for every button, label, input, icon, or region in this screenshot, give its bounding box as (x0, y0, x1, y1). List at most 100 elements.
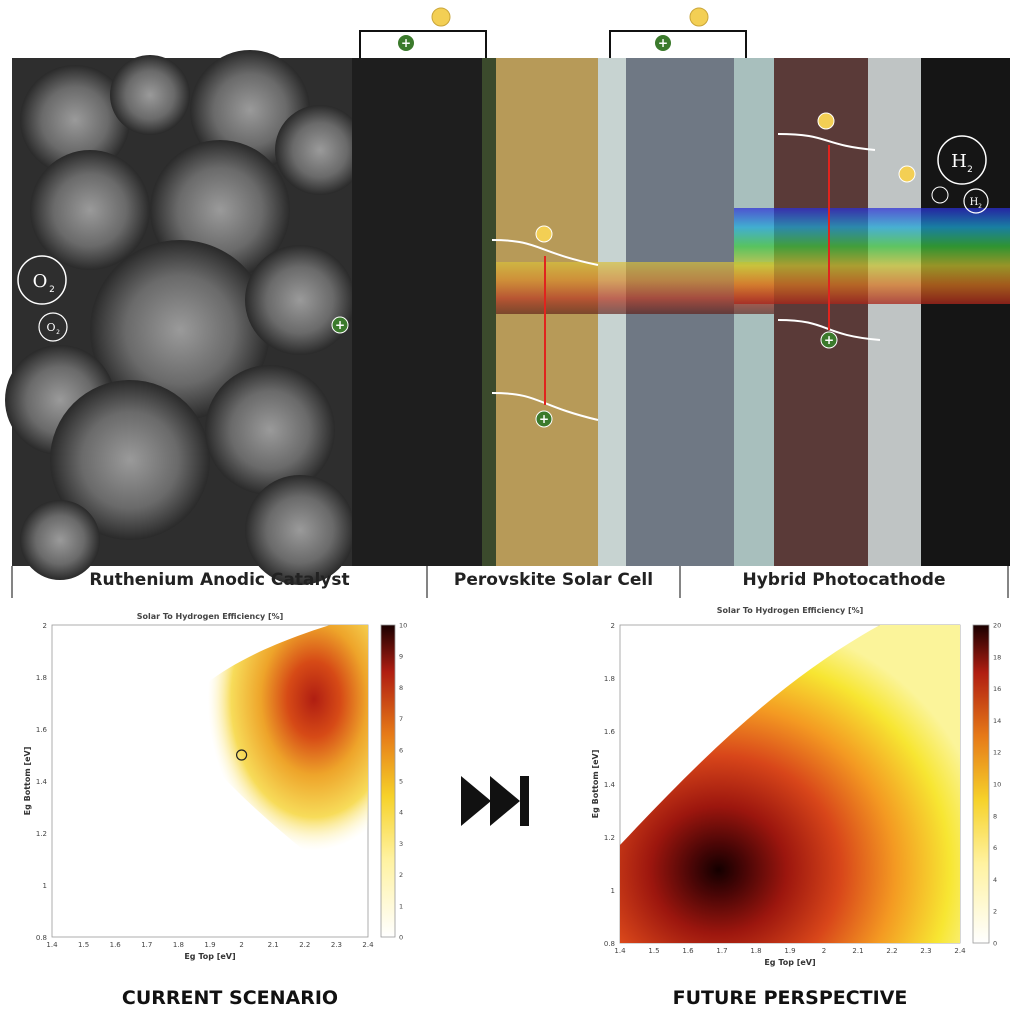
chart-title-current: Solar To Hydrogen Efficiency [%] (136, 612, 284, 621)
hole-icon (655, 35, 671, 51)
dark-layer (352, 58, 488, 566)
x-tick-label: 1.7 (716, 947, 727, 955)
svg-text:2: 2 (49, 285, 55, 295)
x-tick-label: 1.6 (110, 941, 122, 949)
heatmap-current-axes: 1.4 1.5 1.6 1.7 1.8 1.9 2 2.1 2.2 2.3 2.4 0.8 1 1.2 1.… (23, 622, 374, 961)
x-axis-label: Eg Top [eV] (184, 952, 235, 961)
y-tick-label: 1.2 (604, 834, 615, 842)
x-tick-label: 1.5 (78, 941, 89, 949)
colorbar-tick-label: 5 (399, 778, 403, 786)
colorbar-tick-label: 8 (993, 812, 997, 820)
y-tick-label: 1.6 (604, 728, 616, 736)
o2-molecule-small: O 2 (38, 312, 68, 342)
section-label-photocathode: Hybrid Photocathode (742, 570, 946, 590)
ruthenium-catalyst-image (5, 50, 365, 585)
x-tick-label: 2.1 (852, 947, 863, 955)
colorbar-tick-label: 7 (399, 715, 403, 723)
x-tick-label: 1.6 (682, 947, 694, 955)
label-current-scenario: CURRENT SCENARIO (121, 987, 339, 1009)
x-tick-label: 2.4 (954, 947, 966, 955)
colorbar-future (972, 624, 990, 944)
hole-icon: + (820, 331, 838, 349)
colorbar-tick-label: 20 (993, 622, 1001, 630)
y-tick-label: 2 (43, 622, 47, 630)
bubble-icon (931, 186, 949, 204)
y-axis-label: Eg Bottom [eV] (591, 750, 600, 819)
y-tick-label: 1.8 (36, 674, 47, 682)
colorbar-tick-label: 6 (399, 746, 403, 754)
colorbar-tick-label: 2 (399, 871, 403, 879)
y-tick-label: 0.8 (604, 940, 615, 948)
o2-molecule-large: O 2 (17, 255, 67, 305)
svg-text:+: + (335, 318, 345, 332)
h2-molecule-small: H 2 (963, 188, 989, 214)
svg-text:+: + (658, 36, 668, 50)
x-tick-label: 1.4 (46, 941, 58, 949)
y-tick-label: 1.4 (36, 778, 48, 786)
heatmap-future-axes: 1.4 1.5 1.6 1.7 1.8 1.9 2 2.1 2.2 2.3 2.4 0.8 1 1.2 1.… (591, 622, 966, 967)
colorbar-tick-label: 6 (993, 844, 997, 852)
h2-molecule-large: H 2 (937, 135, 987, 185)
colorbar-tick-label: 18 (993, 653, 1001, 661)
colorbar-tick-label: 4 (993, 876, 997, 884)
svg-text:O: O (33, 271, 48, 292)
svg-text:2: 2 (967, 165, 973, 175)
colorbar-tick-label: 10 (399, 622, 407, 630)
electron-icon (817, 112, 835, 130)
x-tick-label: 1.9 (204, 941, 215, 949)
x-tick-label: 1.5 (648, 947, 659, 955)
colorbar-future-ticks: 0 2 4 6 8 10 12 14 16 18 20 (993, 622, 1001, 948)
colorbar-tick-label: 8 (399, 684, 403, 692)
circuit-right: + (609, 7, 747, 58)
y-tick-label: 1.2 (36, 830, 47, 838)
svg-text:+: + (401, 36, 411, 50)
colorbar-tick-label: 3 (399, 840, 403, 848)
svg-text:+: + (824, 333, 834, 347)
y-tick-label: 1.6 (36, 726, 48, 734)
hole-icon: + (331, 316, 349, 334)
label-future-perspective: FUTURE PERSPECTIVE (672, 987, 908, 1009)
x-tick-label: 2.3 (920, 947, 931, 955)
section-dividers (11, 566, 1009, 598)
y-tick-label: 1 (611, 887, 615, 895)
photocathode-layer (774, 58, 872, 566)
y-tick-label: 0.8 (36, 934, 47, 942)
hole-icon: + (535, 410, 553, 428)
x-tick-label: 1.8 (173, 941, 184, 949)
x-tick-label: 2.2 (886, 947, 897, 955)
x-tick-label: 2.2 (299, 941, 310, 949)
colorbar-tick-label: 1 (399, 902, 403, 910)
svg-text:2: 2 (56, 329, 60, 336)
colorbar-current-ticks: 0 1 2 3 4 5 6 7 8 9 10 (399, 622, 407, 942)
x-tick-label: 2.3 (331, 941, 342, 949)
colorbar-tick-label: 10 (993, 781, 1001, 789)
x-tick-label: 1.4 (614, 947, 626, 955)
colorbar-tick-label: 0 (993, 940, 997, 948)
x-axis-label: Eg Top [eV] (764, 958, 815, 967)
hole-icon (398, 35, 414, 51)
colorbar-tick-label: 9 (399, 653, 403, 661)
svg-text:H: H (951, 151, 967, 172)
electron-icon (898, 165, 916, 183)
x-tick-label: 2.4 (362, 941, 374, 949)
electron-icon (535, 225, 553, 243)
colorbar-current (380, 624, 396, 938)
colorbar-tick-label: 14 (993, 717, 1001, 725)
svg-text:H: H (970, 197, 979, 208)
current-point-marker (236, 749, 248, 761)
heatmap-current: 1.4 1.5 1.6 1.7 1.8 1.9 2 2.1 2.2 2.3 2.4 0.8 1 1.2 1.… (23, 622, 407, 962)
y-axis-label: Eg Bottom [eV] (23, 747, 32, 816)
light-band-photocathode (734, 208, 1010, 304)
fast-forward-end-icon (461, 776, 529, 826)
x-tick-label: 2.1 (268, 941, 279, 949)
circuit-left: + (359, 7, 487, 58)
section-label-ruthenium: Ruthenium Anodic Catalyst (89, 570, 350, 590)
colorbar-tick-label: 16 (993, 685, 1001, 693)
x-tick-label: 1.9 (784, 947, 795, 955)
electron-icon (431, 7, 451, 27)
colorbar-tick-label: 12 (993, 749, 1001, 757)
x-tick-label: 2 (822, 947, 826, 955)
x-tick-label: 1.8 (750, 947, 761, 955)
colorbar-tick-label: 2 (993, 908, 997, 916)
